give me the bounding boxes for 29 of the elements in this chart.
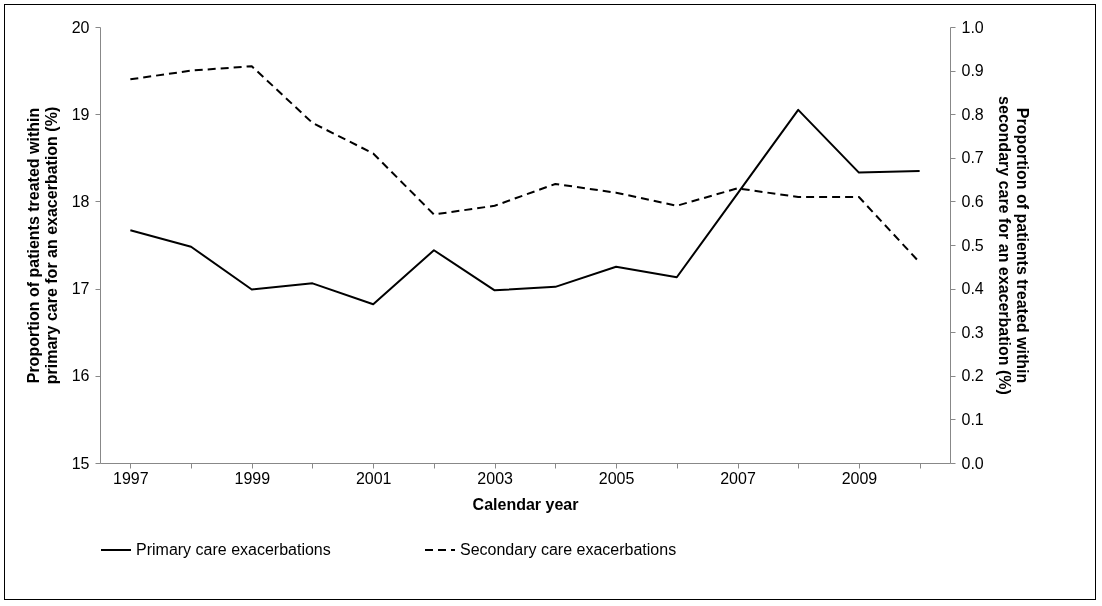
x-tick-label: 1997 [113,469,149,487]
legend-label: Primary care exacerbations [136,541,331,558]
y2-tick-label: 1.0 [961,18,984,36]
x-tick-label: 2005 [598,469,635,487]
y-tick-label: 19 [71,105,90,123]
y-tick-label: 18 [71,192,90,210]
y2-tick-label: 0.9 [961,62,984,80]
x-tick-label: 2009 [841,469,878,487]
y2-tick-label: 0.3 [961,323,984,341]
y2-tick-label: 0.7 [961,149,984,167]
x-tick-label: 2007 [720,469,756,487]
y2-tick-label: 0.4 [961,280,984,298]
y-axis-title: Proportion of patients treated within primary care for an exacerbation (%) [24,106,60,385]
y2-tick-label: 0.6 [961,192,984,210]
y2-axis-title: Proportion of patients treated within secondary care for an exacerbation (%) [995,96,1031,395]
x-tick-label: 2003 [477,469,514,487]
y2-tick-label: 0.2 [961,367,984,385]
x-tick-label: 2001 [355,469,392,487]
y-tick-label: 20 [71,18,90,36]
y2-tick-label: 0.1 [961,410,984,428]
y2-tick-label: 0.8 [961,105,984,123]
legend-label: Secondary care exacerbations [460,541,677,558]
y-tick-label: 15 [71,454,90,472]
y-tick-label: 17 [71,280,90,298]
y2-tick-label: 0.5 [961,236,984,254]
x-axis-title: Calendar year [472,495,579,513]
x-tick-label: 1999 [234,469,271,487]
y2-tick-label: 0.0 [961,454,984,472]
y-tick-label: 16 [71,367,90,385]
